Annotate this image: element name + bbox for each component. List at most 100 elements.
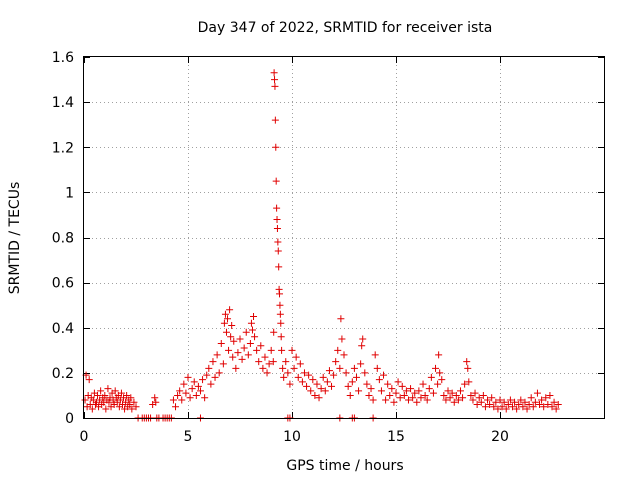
data-point	[506, 396, 514, 404]
data-point	[369, 396, 377, 404]
data-point	[278, 346, 286, 354]
data-point	[174, 391, 182, 399]
data-point	[542, 394, 550, 402]
data-point	[450, 398, 458, 406]
data-point	[332, 358, 340, 366]
data-point	[184, 373, 192, 381]
data-point	[250, 312, 258, 320]
data-point	[521, 398, 529, 406]
data-point	[313, 380, 321, 388]
data-point	[459, 394, 467, 402]
data-point	[367, 385, 375, 393]
data-point	[548, 403, 556, 411]
data-point	[342, 369, 350, 377]
data-point	[199, 376, 207, 384]
data-point	[123, 391, 131, 399]
data-point	[444, 387, 452, 395]
data-point	[248, 326, 256, 334]
data-point	[127, 394, 135, 402]
data-point	[359, 335, 367, 343]
data-point	[279, 364, 287, 372]
data-point	[400, 391, 408, 399]
data-point	[361, 369, 369, 377]
data-point	[151, 394, 159, 402]
data-point	[221, 310, 229, 318]
data-point	[236, 335, 244, 343]
x-tick-label: 0	[80, 429, 89, 445]
data-point	[550, 398, 558, 406]
data-point	[344, 382, 352, 390]
data-point	[290, 364, 298, 372]
data-point	[276, 310, 284, 318]
data-point	[448, 389, 456, 397]
data-point	[384, 380, 392, 388]
data-point	[531, 398, 539, 406]
data-point	[311, 391, 319, 399]
data-point	[446, 394, 454, 402]
data-point	[309, 376, 317, 384]
data-point	[529, 403, 537, 411]
data-point	[423, 396, 431, 404]
data-point	[270, 328, 278, 336]
data-points	[81, 69, 562, 422]
data-point	[492, 398, 500, 406]
data-point	[464, 364, 472, 372]
data-point	[251, 333, 259, 341]
data-point	[552, 405, 560, 413]
data-point	[546, 391, 554, 399]
x-tick-label: 5	[184, 429, 193, 445]
data-point	[463, 358, 471, 366]
data-point	[436, 369, 444, 377]
data-point	[498, 403, 506, 411]
data-point	[328, 382, 336, 390]
chart-title: Day 347 of 2022, SRMTID for receiver ist…	[198, 20, 493, 36]
y-tick-label: 0.2	[52, 366, 74, 382]
y-tick-label: 1	[65, 185, 74, 201]
data-point	[217, 340, 225, 348]
data-point	[178, 396, 186, 404]
data-point	[438, 376, 446, 384]
data-point	[305, 371, 313, 379]
data-point	[538, 396, 546, 404]
data-point	[272, 143, 280, 151]
data-point	[267, 346, 275, 354]
data-point	[230, 337, 238, 345]
data-point	[452, 391, 460, 399]
data-point	[222, 328, 230, 336]
data-point	[340, 351, 348, 359]
data-point	[303, 382, 311, 390]
data-point	[152, 398, 160, 406]
y-tick-label: 0.8	[52, 231, 74, 247]
data-point	[442, 396, 450, 404]
data-point	[105, 398, 113, 406]
data-point	[101, 391, 109, 399]
data-point	[273, 204, 281, 212]
data-point	[461, 380, 469, 388]
data-point	[471, 389, 479, 397]
data-point	[380, 371, 388, 379]
data-point	[502, 405, 510, 413]
data-point	[117, 389, 125, 397]
data-point	[523, 405, 531, 413]
data-point	[280, 373, 288, 381]
data-point	[220, 319, 228, 327]
data-point	[419, 380, 427, 388]
data-point	[504, 400, 512, 408]
data-point	[205, 364, 213, 372]
data-point	[375, 376, 383, 384]
data-point	[219, 360, 227, 368]
data-point	[94, 391, 102, 399]
data-point	[429, 389, 437, 397]
x-tick-label: 10	[283, 429, 301, 445]
x-axis-label: GPS time / hours	[286, 458, 403, 474]
data-point	[261, 353, 269, 361]
data-point	[432, 364, 440, 372]
data-point	[276, 290, 284, 298]
data-point	[255, 358, 263, 366]
x-tick-label: 20	[491, 429, 509, 445]
data-point	[307, 387, 315, 395]
data-point	[229, 353, 237, 361]
data-point	[467, 391, 475, 399]
y-tick-label: 0.6	[52, 276, 74, 292]
data-point	[481, 403, 489, 411]
